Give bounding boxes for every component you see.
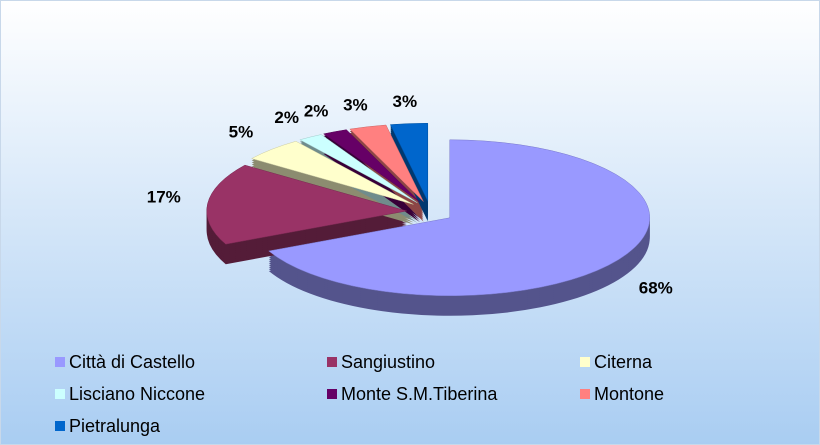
data-label: 3% xyxy=(393,92,418,111)
data-label: 5% xyxy=(229,123,254,142)
slice xyxy=(299,134,418,204)
legend-swatch xyxy=(55,357,65,367)
legend-label: Monte S.M.Tiberina xyxy=(341,384,498,404)
slice xyxy=(268,139,650,297)
legend-swatch xyxy=(580,357,590,367)
legend-swatch xyxy=(55,389,65,399)
legend-swatch xyxy=(327,357,337,367)
legend-swatch xyxy=(580,389,590,399)
slice xyxy=(323,129,421,203)
data-label: 3% xyxy=(343,96,368,115)
legend-label: Montone xyxy=(594,384,664,404)
legend-label: Citerna xyxy=(594,352,653,372)
slice xyxy=(389,122,429,202)
legend-swatch xyxy=(55,421,65,431)
legend-label: Pietralunga xyxy=(69,416,161,436)
slice xyxy=(349,124,424,202)
legend-label: Città di Castello xyxy=(69,352,195,372)
legend-label: Sangiustino xyxy=(341,352,435,372)
legend-label: Lisciano Niccone xyxy=(69,384,205,404)
legend-swatch xyxy=(327,389,337,399)
data-label: 68% xyxy=(639,278,673,297)
data-label: 2% xyxy=(274,108,299,127)
slice xyxy=(250,140,414,205)
data-label: 2% xyxy=(304,102,329,121)
slice xyxy=(206,164,407,245)
data-label: 17% xyxy=(147,188,181,207)
